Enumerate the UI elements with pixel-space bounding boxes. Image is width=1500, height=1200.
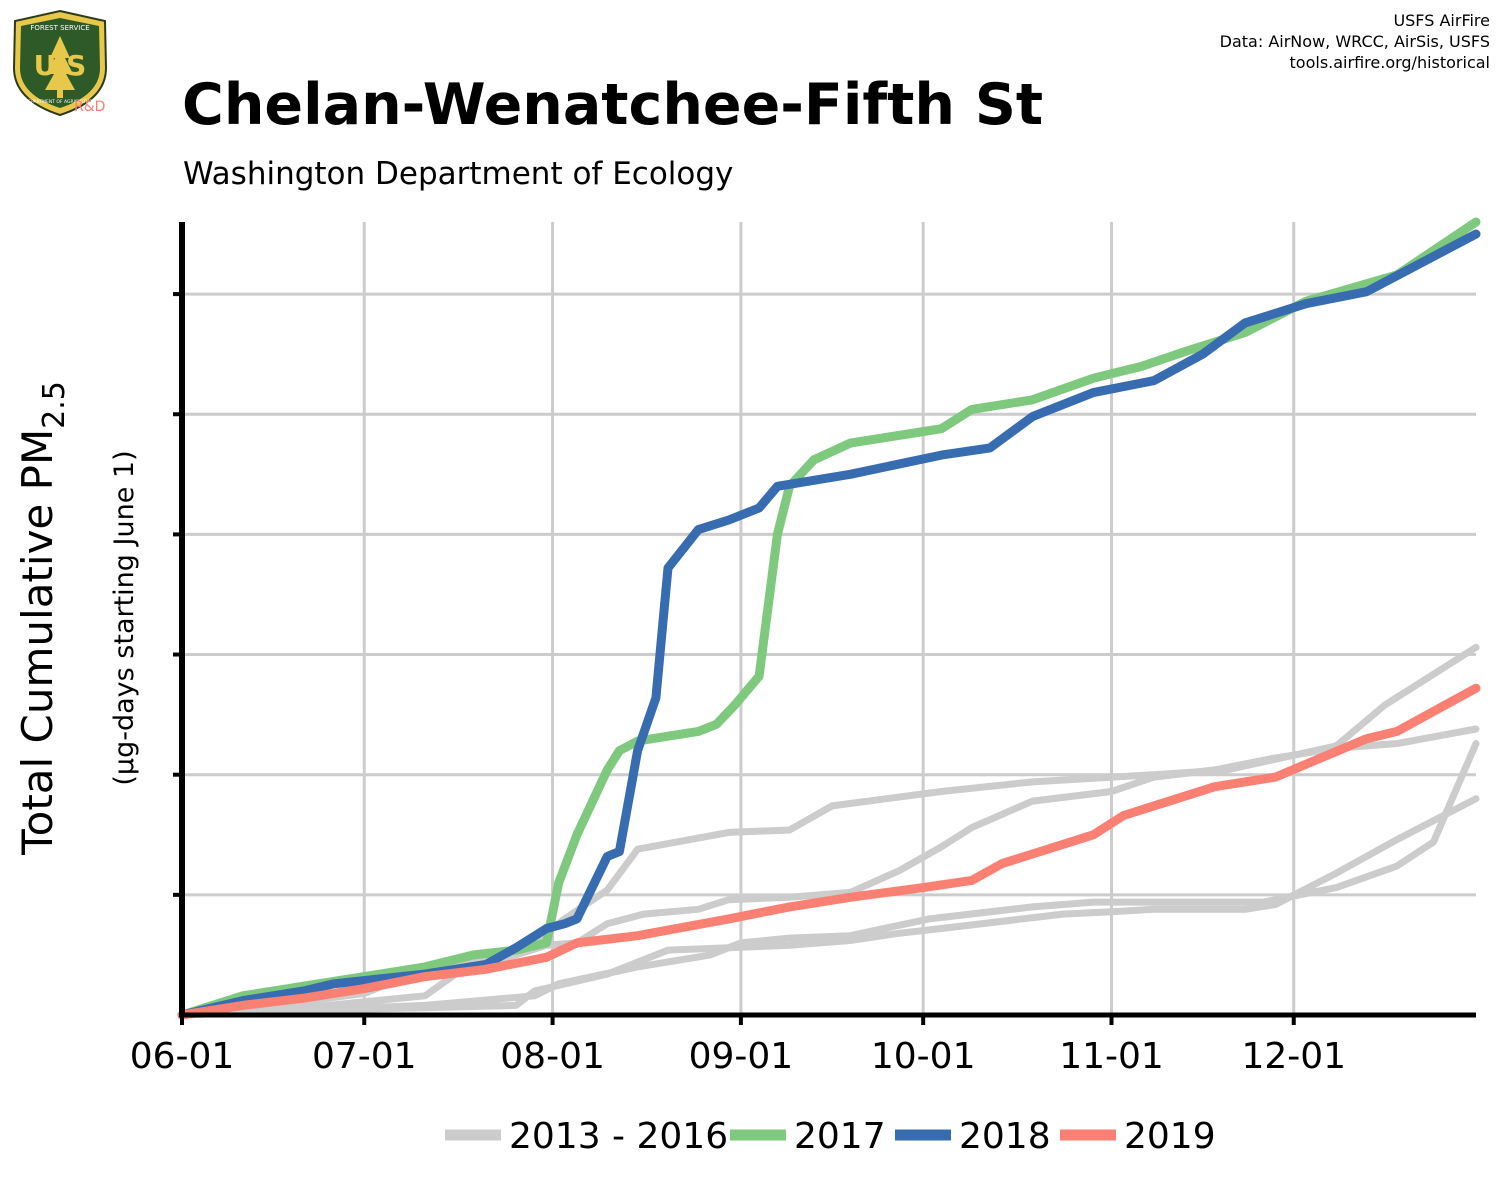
credit-source: USFS AirFire — [1393, 11, 1490, 30]
series-line-y2017 — [177, 217, 1481, 1020]
legend-label: 2019 — [1124, 1116, 1216, 1157]
y-axis-title: Total Cumulative PM2.5 — [13, 381, 72, 856]
series-line-history — [178, 643, 1480, 1019]
legend-label: 2018 — [959, 1116, 1051, 1157]
credits: USFS AirFire Data: AirNow, WRCC, AirSis,… — [1220, 10, 1490, 73]
usfs-logo: FOREST SERVICE U S DEPARTMENT OF AGRICUL… — [12, 9, 108, 117]
y-axis-title-main: Total Cumulative PM — [13, 429, 62, 856]
logo-tag: R&D — [74, 99, 106, 115]
logo-letters: U S — [34, 49, 87, 82]
y-axis-label: Total Cumulative PM2.5 (µg-days starting… — [13, 381, 140, 856]
series-line-y2019 — [177, 683, 1481, 1020]
chart-title: Chelan-Wenatchee-Fifth St — [182, 72, 1044, 138]
series-lines — [177, 217, 1481, 1020]
credit-data: Data: AirNow, WRCC, AirSis, USFS — [1219, 32, 1490, 51]
y-axis-units: (µg-days starting June 1) — [109, 450, 140, 785]
series-line-history — [178, 740, 1480, 1019]
x-tick-label: 06-01 — [130, 1036, 235, 1077]
chart-subtitle: Washington Department of Ecology — [183, 156, 734, 192]
legend-label: 2017 — [794, 1116, 886, 1157]
legend-label: 2013 - 2016 — [509, 1116, 728, 1157]
x-tick-label: 08-01 — [500, 1036, 605, 1077]
series-line-history — [178, 795, 1480, 1019]
x-tick-label: 10-01 — [871, 1036, 976, 1077]
x-tick-label: 12-01 — [1241, 1036, 1346, 1077]
credit-link: tools.airfire.org/historical — [1289, 53, 1490, 72]
logo-bottom-text: DEPARTMENT OF AGRICULTURE — [25, 99, 96, 105]
y-axis-title-subscript: 2.5 — [37, 381, 72, 429]
x-tick-label: 07-01 — [312, 1036, 417, 1077]
legend: 2013 - 2016 2017 2018 2019 — [445, 1116, 1216, 1157]
axes: 06-01 07-01 08-01 09-01 10-01 11-01 12-01 — [130, 222, 1476, 1077]
x-tick-label: 09-01 — [689, 1036, 794, 1077]
x-tick-label: 11-01 — [1059, 1036, 1164, 1077]
logo-top-text: FOREST SERVICE — [30, 24, 89, 32]
